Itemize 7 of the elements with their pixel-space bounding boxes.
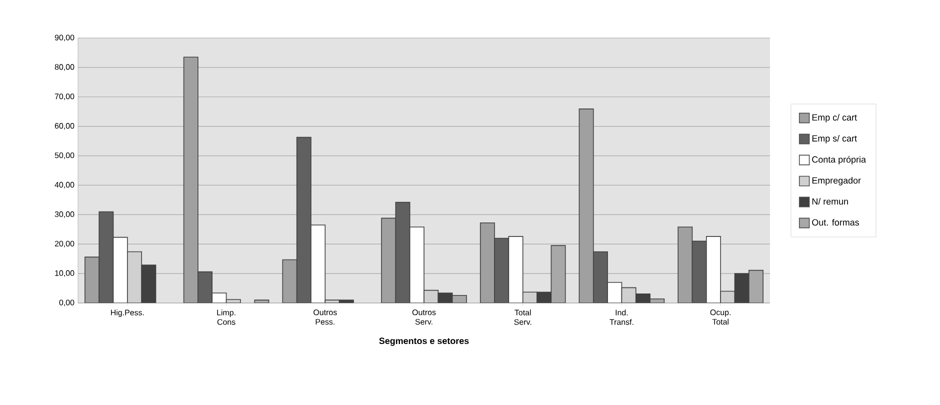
legend-label: Emp s/ cart: [812, 134, 857, 144]
legend-label: Conta própria: [812, 156, 866, 164]
legend-label: N/ remun: [812, 198, 848, 205]
x-axis-title: Segmentos e setores: [379, 338, 469, 346]
legend-label: Empregador: [812, 177, 861, 186]
legend-label: Emp c/ cart: [812, 114, 857, 122]
legend-label: Out. formas: [812, 219, 860, 226]
